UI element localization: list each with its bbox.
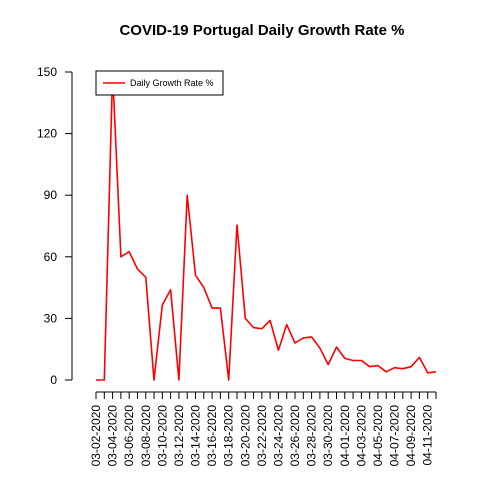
series-line-0 [96,71,437,381]
legend-label: Daily Growth Rate % [130,78,214,88]
y-tick-label: 90 [44,188,58,202]
y-tick-label: 150 [37,65,57,79]
x-tick-label: 03-16-2020 [205,405,219,467]
x-tick-label: 03-28-2020 [305,405,319,467]
y-axis: 0 30 60 90 120 150 [37,65,72,387]
x-tick-label: 04-01-2020 [338,405,352,467]
y-tick-label: 120 [37,127,57,141]
chart-title: COVID-19 Portugal Daily Growth Rate % [119,22,404,39]
x-tick-label: 03-10-2020 [155,405,169,467]
series-layer [96,71,437,381]
legend: Daily Growth Rate % [95,70,224,96]
x-tick-label: 03-12-2020 [172,405,186,467]
x-tick-label: 04-11-2020 [421,405,435,466]
y-tick-label: 0 [50,373,57,387]
x-tick-label: 03-04-2020 [106,405,120,467]
x-tick-label: 03-30-2020 [321,405,335,467]
x-axis: 03-02-2020 03-04-2020 03-06-2020 03-08-2020… [89,392,437,467]
x-tick-label: 03-02-2020 [89,405,103,467]
x-tick-label: 03-26-2020 [288,405,302,467]
x-tick-label: 03-14-2020 [189,405,203,467]
x-tick-label: 04-09-2020 [404,405,418,467]
x-tick-label: 03-18-2020 [222,405,236,467]
y-tick-label: 30 [44,311,58,325]
y-tick-label: 60 [44,250,58,264]
x-tick-label: 04-07-2020 [388,405,402,467]
x-tick-label: 03-22-2020 [255,405,269,467]
x-tick-label: 03-20-2020 [238,405,252,467]
x-tick-label: 03-08-2020 [139,405,153,467]
x-tick-label: 03-06-2020 [122,405,136,467]
x-tick-label: 03-24-2020 [271,405,285,467]
x-tick-label: 04-03-2020 [354,405,368,467]
x-tick-label: 04-05-2020 [371,405,385,467]
